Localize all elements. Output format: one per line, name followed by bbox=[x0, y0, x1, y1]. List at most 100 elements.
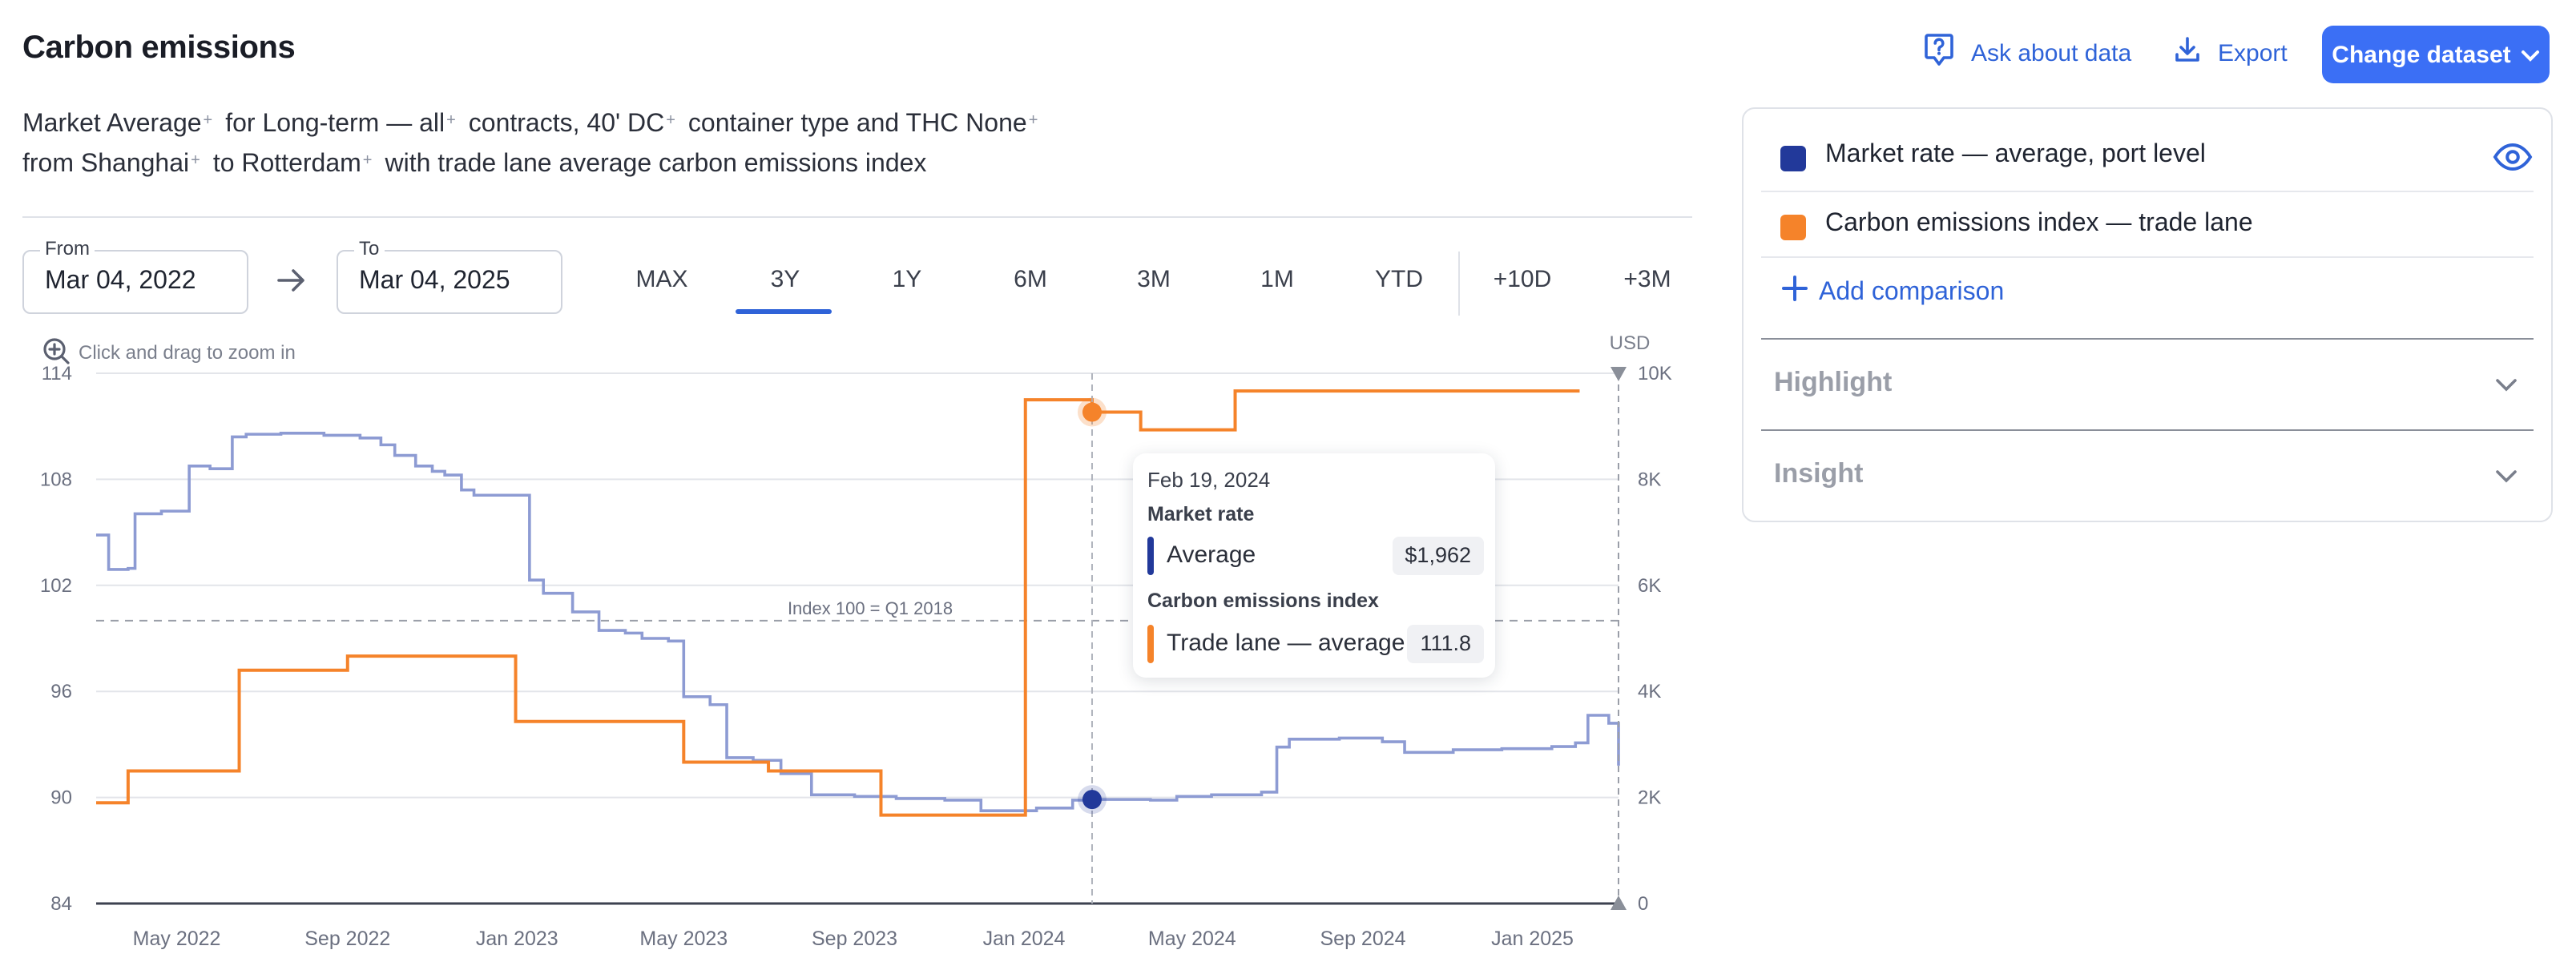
question-bubble-icon bbox=[1923, 32, 1955, 74]
arrow-right-icon bbox=[276, 268, 308, 301]
desc-line1-edit-marker-3[interactable]: + bbox=[1028, 112, 1038, 130]
x-tick-label: Jan 2023 bbox=[476, 928, 558, 950]
right-axis-unit: USD bbox=[1610, 332, 1651, 354]
add-comparison-button[interactable]: Add comparison bbox=[1780, 274, 2004, 311]
eye-icon[interactable] bbox=[2492, 138, 2534, 184]
desc-line2-text-2: with trade lane average carbon emissions… bbox=[385, 151, 927, 178]
chevron-down-icon bbox=[2495, 372, 2518, 400]
desc-line2-text-1: to Rotterdam bbox=[212, 151, 361, 178]
range-button-plus-10d[interactable]: +10D bbox=[1493, 266, 1552, 293]
ask-about-data-link[interactable]: Ask about data bbox=[1923, 32, 2131, 74]
zoom-in-icon[interactable] bbox=[43, 338, 70, 364]
range-end-handle-bottom[interactable] bbox=[1611, 896, 1627, 910]
x-tick-label: Jan 2024 bbox=[983, 928, 1066, 950]
to-date-label: To bbox=[354, 237, 385, 260]
description-line-2: from Shanghai + to Rotterdam + with trade la… bbox=[22, 151, 939, 179]
range-button-max[interactable]: MAX bbox=[635, 266, 688, 293]
change-dataset-label: Change dataset bbox=[2332, 41, 2511, 68]
carbon-point bbox=[1082, 402, 1102, 422]
tooltip-carbon-label: Trade lane — average bbox=[1167, 630, 1405, 657]
range-button-1m[interactable]: 1M bbox=[1260, 266, 1294, 293]
market-point bbox=[1082, 790, 1102, 810]
x-tick-label: Sep 2023 bbox=[812, 928, 897, 950]
range-button-3y[interactable]: 3Y bbox=[770, 266, 800, 293]
y-right-tick-label: 8K bbox=[1638, 469, 1661, 490]
plus-icon bbox=[1780, 274, 1809, 311]
y-left-tick-label: 114 bbox=[42, 363, 72, 384]
to-date-value: Mar 04, 2025 bbox=[359, 268, 510, 295]
description-line-1: Market Average + for Long-term — all + contr… bbox=[22, 111, 1050, 139]
desc-line2-edit-marker-1[interactable]: + bbox=[362, 152, 373, 170]
range-button-3m[interactable]: 3M bbox=[1137, 266, 1171, 293]
from-date-value: Mar 04, 2022 bbox=[45, 268, 196, 295]
ask-about-data-label: Ask about data bbox=[1971, 39, 2132, 66]
desc-line1-edit-marker-1[interactable]: + bbox=[446, 112, 456, 130]
legend-swatch-carbon-index bbox=[1780, 215, 1806, 240]
tooltip-date: Feb 19, 2024 bbox=[1147, 468, 1271, 492]
tooltip-row-market: Average $1,962 bbox=[1147, 537, 1484, 575]
from-date-field[interactable]: From Mar 04, 2022 bbox=[22, 237, 248, 314]
x-tick-label: May 2022 bbox=[133, 928, 221, 950]
legend-label-carbon-index: Carbon emissions index — trade lane bbox=[1825, 210, 2253, 237]
y-right-tick-label: 10K bbox=[1638, 363, 1672, 384]
series-line-market-rate bbox=[96, 432, 1620, 812]
tooltip-market-marker bbox=[1147, 537, 1154, 575]
x-tick-label: Sep 2024 bbox=[1320, 928, 1405, 950]
y-right-tick-label: 0 bbox=[1638, 893, 1648, 915]
tooltip-carbon-heading: Carbon emissions index bbox=[1147, 590, 1379, 612]
y-left-tick-label: 96 bbox=[50, 681, 72, 702]
desc-line1-text-2: contracts, 40' DC bbox=[468, 111, 665, 138]
zoom-hint: Click and drag to zoom in bbox=[79, 342, 296, 364]
page-title: Carbon emissions bbox=[22, 30, 296, 66]
legend-item-carbon-index[interactable]: Carbon emissions index — trade lane bbox=[1761, 191, 2534, 258]
insight-label: Insight bbox=[1774, 458, 1864, 489]
tooltip-carbon-marker bbox=[1147, 625, 1154, 663]
export-label: Export bbox=[2218, 39, 2288, 66]
header-divider bbox=[22, 216, 1692, 218]
legend-item-market-rate[interactable]: Market rate — average, port level bbox=[1761, 123, 2534, 191]
chart[interactable]: Click and drag to zoom in USD Index 100 … bbox=[0, 320, 1699, 969]
change-dataset-button[interactable]: Change dataset bbox=[2322, 26, 2550, 83]
desc-line2-text-0: from Shanghai bbox=[22, 151, 190, 178]
y-left-tick-label: 108 bbox=[40, 469, 72, 490]
y-left-tick-label: 90 bbox=[50, 787, 72, 809]
reference-line-label: Index 100 = Q1 2018 bbox=[788, 598, 953, 618]
range-separator bbox=[1458, 252, 1460, 316]
tooltip-market-rate-heading: Market rate bbox=[1147, 503, 1255, 525]
series-line-carbon-index bbox=[96, 389, 1580, 817]
insight-accordion[interactable]: Insight bbox=[1761, 429, 2534, 519]
range-button-ytd[interactable]: YTD bbox=[1375, 266, 1423, 293]
add-comparison-label: Add comparison bbox=[1819, 278, 2005, 305]
to-date-field[interactable]: To Mar 04, 2025 bbox=[337, 237, 562, 314]
desc-line1-text-1: for Long-term — all bbox=[225, 111, 445, 138]
range-active-indicator bbox=[736, 309, 832, 314]
x-tick-label: May 2023 bbox=[639, 928, 728, 950]
range-button-6m[interactable]: 6M bbox=[1014, 266, 1047, 293]
y-left-tick-label: 84 bbox=[50, 893, 72, 915]
tooltip-row-carbon: Trade lane — average 111.8 bbox=[1147, 625, 1484, 663]
desc-line1-edit-marker-2[interactable]: + bbox=[666, 112, 675, 130]
legend-label-market-rate: Market rate — average, port level bbox=[1825, 141, 2206, 168]
desc-line1-edit-marker-0[interactable]: + bbox=[203, 112, 213, 130]
highlight-accordion[interactable]: Highlight bbox=[1761, 338, 2534, 428]
legend-swatch-market-rate bbox=[1780, 146, 1806, 171]
export-link[interactable]: Export bbox=[2173, 32, 2288, 74]
y-right-tick-label: 6K bbox=[1638, 575, 1661, 597]
x-tick-label: May 2024 bbox=[1148, 928, 1236, 950]
chevron-down-icon bbox=[2521, 41, 2540, 68]
x-tick-label: Sep 2022 bbox=[304, 928, 390, 950]
range-end-handle-top[interactable] bbox=[1611, 367, 1627, 381]
desc-line1-text-0: Market Average bbox=[22, 111, 202, 138]
y-right-tick-label: 4K bbox=[1638, 681, 1661, 702]
chevron-down-icon bbox=[2495, 463, 2518, 492]
chart-tooltip: Feb 19, 2024 Market rate Average $1,962 … bbox=[1133, 453, 1495, 678]
y-left-tick-label: 102 bbox=[40, 575, 72, 597]
download-icon bbox=[2173, 35, 2202, 70]
tooltip-market-label: Average bbox=[1167, 541, 1256, 569]
desc-line1-text-3: container type and THC None bbox=[687, 111, 1027, 138]
from-date-label: From bbox=[40, 237, 95, 260]
y-right-tick-label: 2K bbox=[1638, 787, 1661, 809]
desc-line2-edit-marker-0[interactable]: + bbox=[191, 152, 200, 170]
range-button-plus-3m[interactable]: +3M bbox=[1623, 266, 1671, 293]
range-button-1y[interactable]: 1Y bbox=[892, 266, 922, 293]
